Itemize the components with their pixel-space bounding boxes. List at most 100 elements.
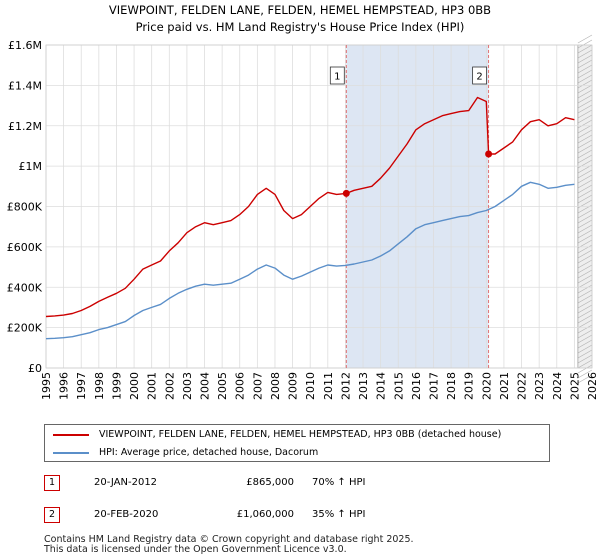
forecast-hatch [577,299,593,309]
forecast-hatch [577,94,593,104]
x-tick-label: 2015 [392,372,405,400]
sale-label-number: 1 [334,72,340,83]
sale-date: 20-JAN-2012 [94,477,158,488]
sale-point [342,189,350,197]
y-tick-label: £0 [28,362,42,375]
sale-hpi-change: 35% ↑ HPI [312,509,366,520]
x-tick-label: 2014 [375,372,388,400]
forecast-hatch [577,169,593,179]
x-tick-label: 2024 [551,372,564,400]
forecast-hatch [577,304,593,314]
forecast-hatch [577,184,593,194]
x-tick-label: 1995 [40,372,53,400]
x-tick-label: 2000 [128,372,141,400]
sale-marker-badge: 2 [44,507,60,523]
forecast-hatch [577,89,593,99]
forecast-hatch [577,284,593,294]
forecast-hatch [577,294,593,304]
forecast-hatch [577,279,593,289]
forecast-hatch [577,139,593,149]
legend-swatch-property [53,434,89,436]
legend-swatch-hpi [53,452,89,454]
x-tick-label: 2023 [533,372,546,400]
forecast-hatch [577,234,593,244]
forecast-hatch [577,39,593,49]
x-tick-label: 2016 [410,372,423,400]
forecast-hatch [577,69,593,79]
x-tick-label: 1999 [110,372,123,400]
x-tick-label: 2007 [251,372,264,400]
chart-subtitle: Price paid vs. HM Land Registry's House … [136,20,465,34]
x-tick-label: 2005 [216,372,229,400]
forecast-hatch [577,49,593,59]
x-tick-label: 2025 [568,372,581,400]
x-tick-label: 2020 [480,372,493,400]
x-tick-label: 2022 [516,372,529,400]
y-tick-label: £1.2M [8,120,42,133]
sale-row: 1 20-JAN-2012 £865,000 70% ↑ HPI [44,472,544,504]
forecast-hatch [577,124,593,134]
forecast-hatch [577,114,593,124]
forecast-hatch [577,224,593,234]
forecast-hatch [577,194,593,204]
x-tick-label: 2026 [586,372,599,400]
forecast-hatch [577,334,593,344]
sale-price: £865,000 [246,477,294,488]
forecast-hatch [577,269,593,279]
forecast-hatch [577,119,593,129]
forecast-hatch [577,369,593,379]
forecast-hatch [577,289,593,299]
footer-line: Contains HM Land Registry data © Crown c… [44,534,414,545]
x-tick-label: 2003 [181,372,194,400]
x-tick-label: 2012 [339,372,352,400]
x-tick-label: 2013 [357,372,370,400]
sale-date: 20-FEB-2020 [94,509,159,520]
forecast-hatch [577,244,593,254]
forecast-hatch [577,74,593,84]
forecast-hatch [577,254,593,264]
x-tick-label: 2008 [269,372,282,400]
sale-label-box [329,66,345,85]
forecast-hatch [577,129,593,139]
chart-title: VIEWPOINT, FELDEN LANE, FELDEN, HEMEL HE… [109,3,491,17]
forecast-hatch [577,134,593,144]
y-tick-label: £400K [7,281,43,294]
forecast-hatch [577,59,593,69]
x-tick-label: 1998 [93,372,106,400]
plot-area: £0 £200K £400K £600K £800K £1M £1.2M £1.4M £1.6M… [7,34,599,400]
y-tick-label: £200K [7,322,43,335]
x-tick-label: 2009 [287,372,300,400]
x-tick-label: 2004 [199,372,212,400]
x-tick-label: 1996 [58,372,71,400]
forecast-hatch [577,34,593,44]
x-tick-label: 2019 [463,372,476,400]
sale-marker-badge: 1 [44,475,60,491]
forecast-hatch [577,154,593,164]
x-tick-label: 2002 [163,372,176,400]
plot-border [45,44,593,369]
forecast-hatch [577,229,593,239]
price-chart: VIEWPOINT, FELDEN LANE, FELDEN, HEMEL HE… [7,3,599,400]
y-tick-label: £1M [19,160,43,173]
sale-hpi-change: 70% ↑ HPI [312,477,366,488]
forecast-hatch [577,314,593,324]
property-price-line [45,96,575,318]
forecast-hatch [577,339,593,349]
forecast-hatch [577,364,593,374]
forecast-hatch [577,54,593,64]
x-tick-label: 2017 [427,372,440,400]
sale-point [485,150,493,158]
forecast-hatch [577,264,593,274]
forecast-hatch [577,349,593,359]
forecast-hatch [577,84,593,94]
sale-price: £1,060,000 [236,509,294,520]
sale-label-number: 2 [476,72,482,83]
forecast-hatch [577,359,593,369]
forecast-hatch [577,174,593,184]
legend: VIEWPOINT, FELDEN LANE, FELDEN, HEMEL HE… [44,424,550,462]
forecast-hatch [577,249,593,259]
forecast-hatch [577,104,593,114]
forecast-hatch [577,159,593,169]
legend-label-hpi: HPI: Average price, detached house, Daco… [99,447,319,458]
forecast-hatch [577,329,593,339]
